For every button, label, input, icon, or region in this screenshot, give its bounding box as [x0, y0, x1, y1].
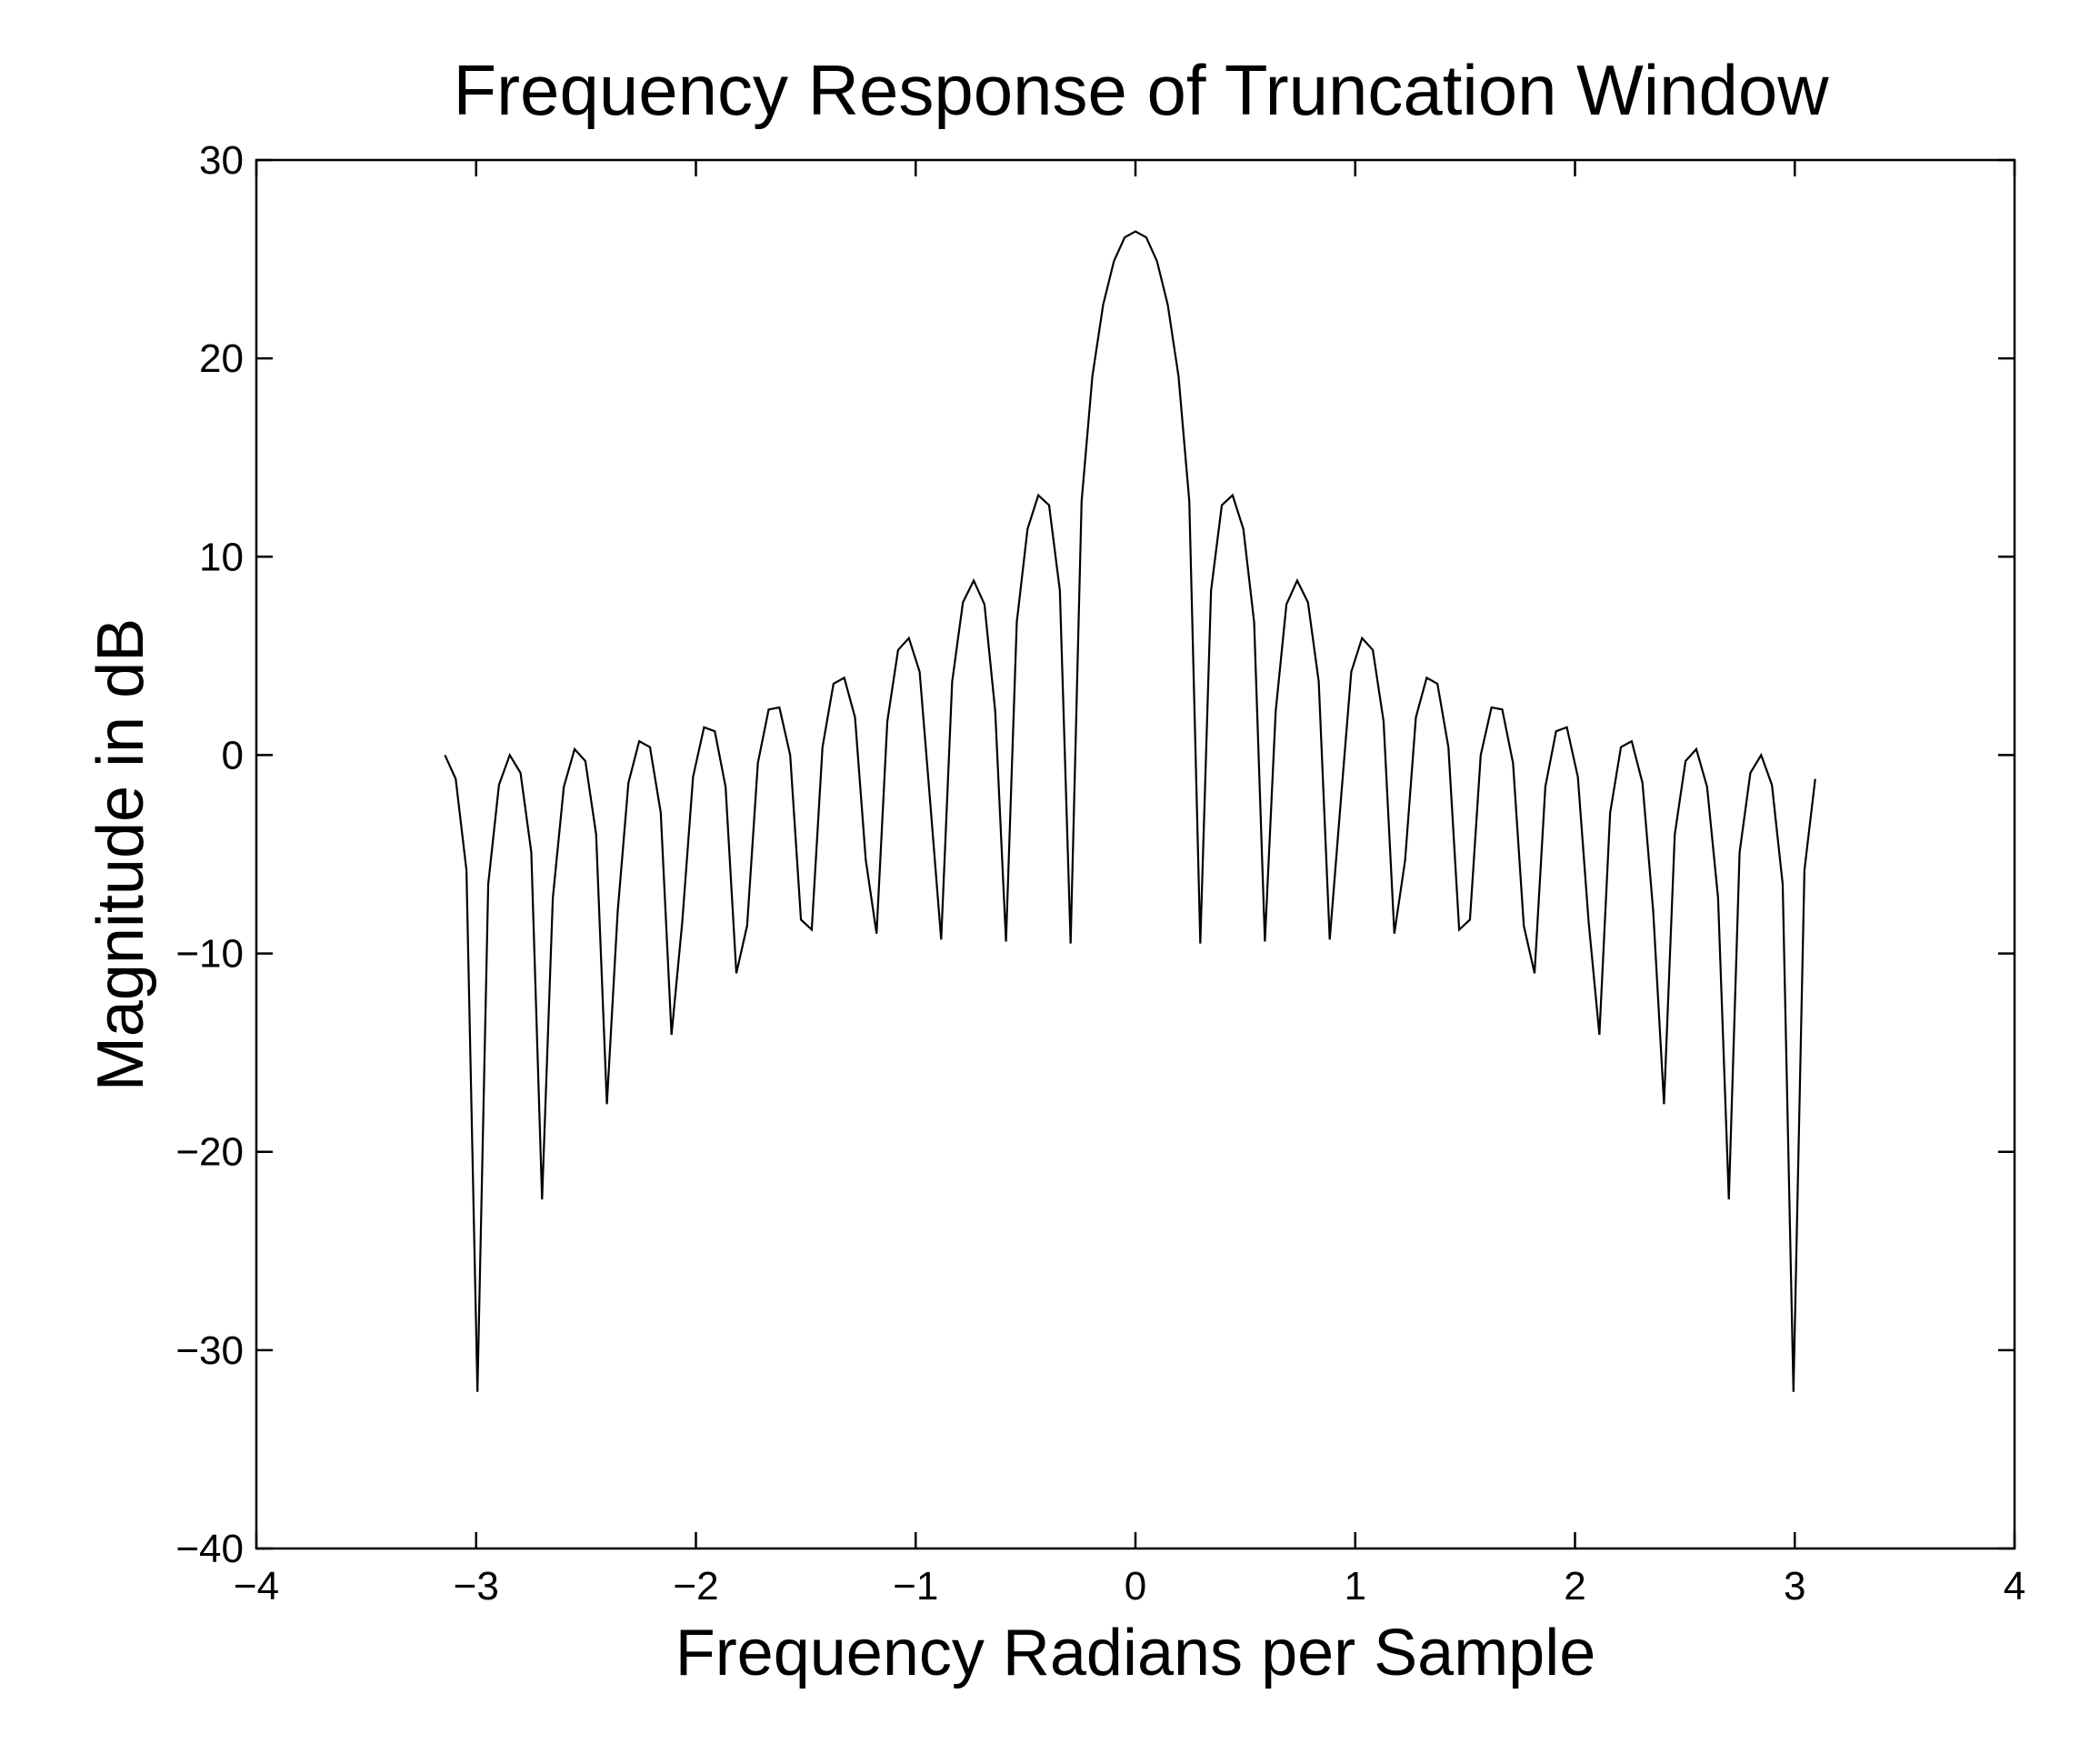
y-tick-label: −20: [175, 1130, 244, 1175]
x-tick-labels: −4 −3 −2 −1 0 1 2 3 4: [234, 1564, 2025, 1609]
axis-ticks: [255, 158, 2016, 1550]
y-tick-label: 0: [222, 733, 244, 777]
y-tick-labels: −40 −30 −20 −10 0 10 20 30: [175, 138, 244, 1571]
y-tick-label: 30: [199, 138, 244, 183]
x-tick-label: 4: [2004, 1564, 2025, 1609]
x-tick-label: −4: [234, 1564, 279, 1609]
y-tick-label: −40: [175, 1527, 244, 1571]
plot-frame: [255, 158, 2016, 1550]
series-line: [444, 230, 1816, 1392]
x-tick-label: 1: [1345, 1564, 1366, 1609]
y-axis-label: Magnitude in dB: [85, 618, 157, 1091]
x-tick-label: −2: [673, 1564, 718, 1609]
x-tick-label: 2: [1564, 1564, 1585, 1609]
x-tick-label: 0: [1125, 1564, 1146, 1609]
y-tick-label: −30: [175, 1328, 244, 1373]
x-tick-label: −3: [454, 1564, 499, 1609]
y-tick-label: 20: [199, 336, 244, 381]
x-axis-label: Frequency Radians per Sample: [675, 1617, 1596, 1689]
x-tick-label: −1: [893, 1564, 938, 1609]
x-tick-label: 3: [1784, 1564, 1805, 1609]
y-tick-label: 10: [199, 535, 244, 579]
y-tick-label: −10: [175, 932, 244, 977]
chart-title: Frequency Response of Truncation Window: [453, 50, 1829, 130]
